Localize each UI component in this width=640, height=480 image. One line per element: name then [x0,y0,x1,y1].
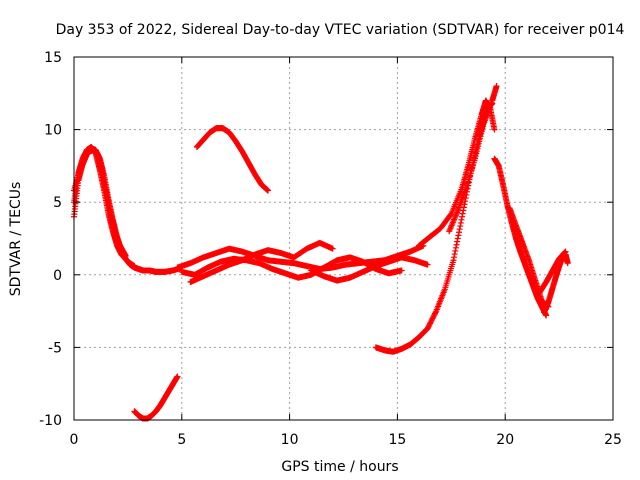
interp-point [456,229,462,236]
series-arc-late-recovery-b [536,248,569,296]
data-point [459,213,466,220]
x-tick-label: 20 [496,432,514,448]
interp-point [452,247,459,254]
data-point [265,187,272,194]
x-tick-label: 25 [604,432,622,448]
interp-point [458,216,465,223]
interp-point [432,309,439,316]
interp-point [457,219,464,226]
data-point [122,252,129,259]
points-layer [71,83,571,422]
grid-layer [74,57,613,420]
interp-point [459,210,466,217]
y-tick-label: 15 [44,50,62,66]
interp-point [451,251,458,258]
x-axis-title: GPS time / hours [281,459,398,475]
interp-point [454,235,461,242]
data-point [329,245,336,252]
data-point [450,257,457,264]
series-arc-midday-bump [193,125,272,194]
interp-point [460,207,467,214]
plot-frame [73,56,614,421]
data-point [398,267,405,274]
series-arc-low-minimum [131,373,181,422]
interp-point [453,241,460,248]
series-arc-flat-d [308,254,431,284]
x-tick-label: 10 [281,432,299,448]
y-tick-label: 5 [53,195,62,211]
chart-title: Day 353 of 2022, Sidereal Day-to-day VTE… [56,22,625,38]
y-tick-label: -10 [39,413,62,429]
series-arc-late-descent [506,205,552,310]
x-tick-label: 15 [388,432,406,448]
ticks-layer: 0 5 10 15 20 25 -10 -5 0 5 10 15 [39,50,622,448]
x-tick-label: 0 [70,432,79,448]
y-axis-title: SDTVAR / TECUs [8,182,24,297]
interp-point [454,238,461,245]
y-tick-label: -5 [48,340,62,356]
y-tick-label: 10 [44,123,62,139]
data-point [131,263,138,270]
data-point [564,260,571,267]
data-point [174,373,181,380]
series-arc-morning-peak-c [71,146,129,259]
series-arc-evening-peak-b [446,83,500,235]
y-tick-label: 0 [53,268,62,284]
x-tick-label: 5 [177,432,186,448]
data-point [562,248,569,255]
data-point [424,261,431,268]
series-arc-flat-c [187,239,336,286]
interp-point [451,254,458,261]
data-point [491,126,498,133]
interp-point [455,232,462,239]
interp-point [456,226,463,233]
interp-point [457,223,464,230]
interp-point [452,244,459,251]
data-point [493,83,500,90]
series-arc-late-recovery [541,251,571,316]
